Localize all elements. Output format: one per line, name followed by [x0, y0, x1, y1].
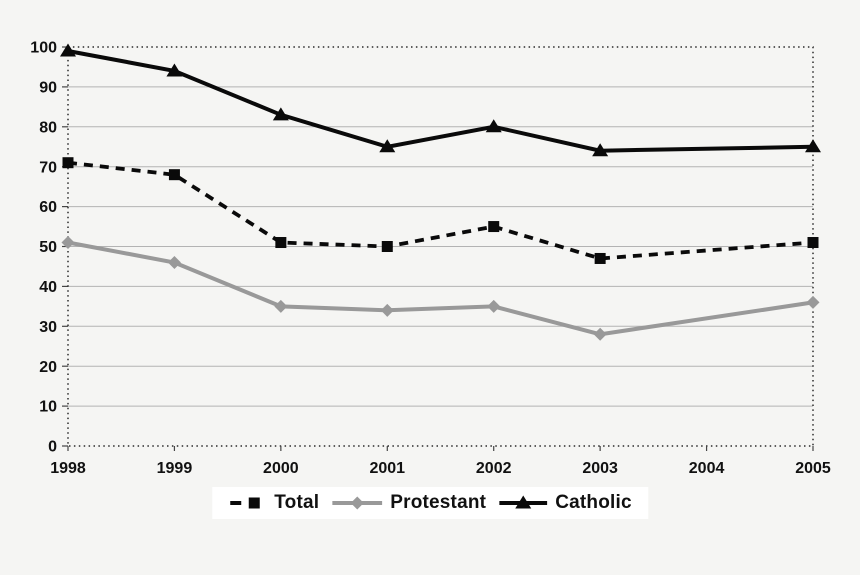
marker-triangle: [166, 63, 183, 77]
x-tick-label: 2003: [582, 460, 618, 477]
marker-diamond: [593, 327, 607, 341]
legend-label-total: Total: [274, 492, 320, 513]
legend-item-total: Total: [228, 492, 319, 514]
y-tick-label: 80: [39, 119, 57, 136]
marker-square: [381, 241, 393, 252]
legend-label-catholic: Catholic: [555, 492, 632, 513]
x-tick-label: 2004: [689, 460, 725, 477]
marker-diamond: [380, 303, 394, 317]
y-tick-label: 60: [39, 199, 57, 216]
x-tick-label: 2002: [476, 460, 512, 477]
x-tick-label: 2001: [369, 460, 405, 477]
series-line-catholic: [67, 49, 814, 153]
marker-square: [62, 157, 74, 169]
marker-triangle: [805, 139, 821, 153]
y-tick-label: 40: [39, 279, 57, 296]
marker-square: [275, 237, 287, 249]
y-tick-label: 0: [48, 439, 57, 456]
marker-triangle: [60, 43, 76, 57]
marker-square: [248, 497, 260, 509]
x-tick-label: 1999: [157, 460, 193, 477]
legend-label-protestant: Protestant: [390, 492, 487, 513]
marker-triangle: [592, 143, 609, 157]
marker-diamond: [350, 496, 364, 510]
x-tick-label: 2000: [263, 460, 299, 477]
x-tick-label: 2005: [795, 460, 831, 477]
marker-diamond: [274, 299, 288, 313]
marker-diamond: [806, 295, 820, 309]
marker-square: [594, 252, 606, 264]
marker-square: [807, 237, 819, 249]
legend-item-catholic: Catholic: [499, 492, 632, 514]
marker-diamond: [61, 236, 75, 250]
x-tick-label: 1998: [50, 460, 86, 477]
marker-triangle: [485, 119, 502, 133]
marker-triangle: [515, 495, 532, 509]
catholic-line-sample-icon: [499, 495, 548, 509]
y-tick-label: 20: [39, 359, 57, 376]
y-tick-label: 50: [39, 239, 57, 256]
marker-square: [168, 169, 180, 181]
series-line-protestant: [67, 240, 814, 337]
y-tick-label: 100: [30, 40, 57, 57]
total-line-sample-icon: [230, 497, 260, 509]
y-tick-label: 10: [39, 399, 57, 416]
marker-square: [488, 221, 500, 233]
y-tick-label: 90: [39, 80, 57, 97]
marker-triangle: [379, 139, 396, 153]
marker-triangle: [272, 107, 289, 121]
y-tick-label: 30: [39, 319, 57, 336]
protestant-line-sample-icon: [332, 496, 383, 510]
legend: Total Protestant Catholic: [212, 487, 648, 519]
marker-diamond: [167, 255, 181, 269]
y-tick-label: 70: [39, 159, 57, 176]
legend-item-protestant: Protestant: [332, 492, 486, 514]
marker-diamond: [487, 299, 501, 313]
